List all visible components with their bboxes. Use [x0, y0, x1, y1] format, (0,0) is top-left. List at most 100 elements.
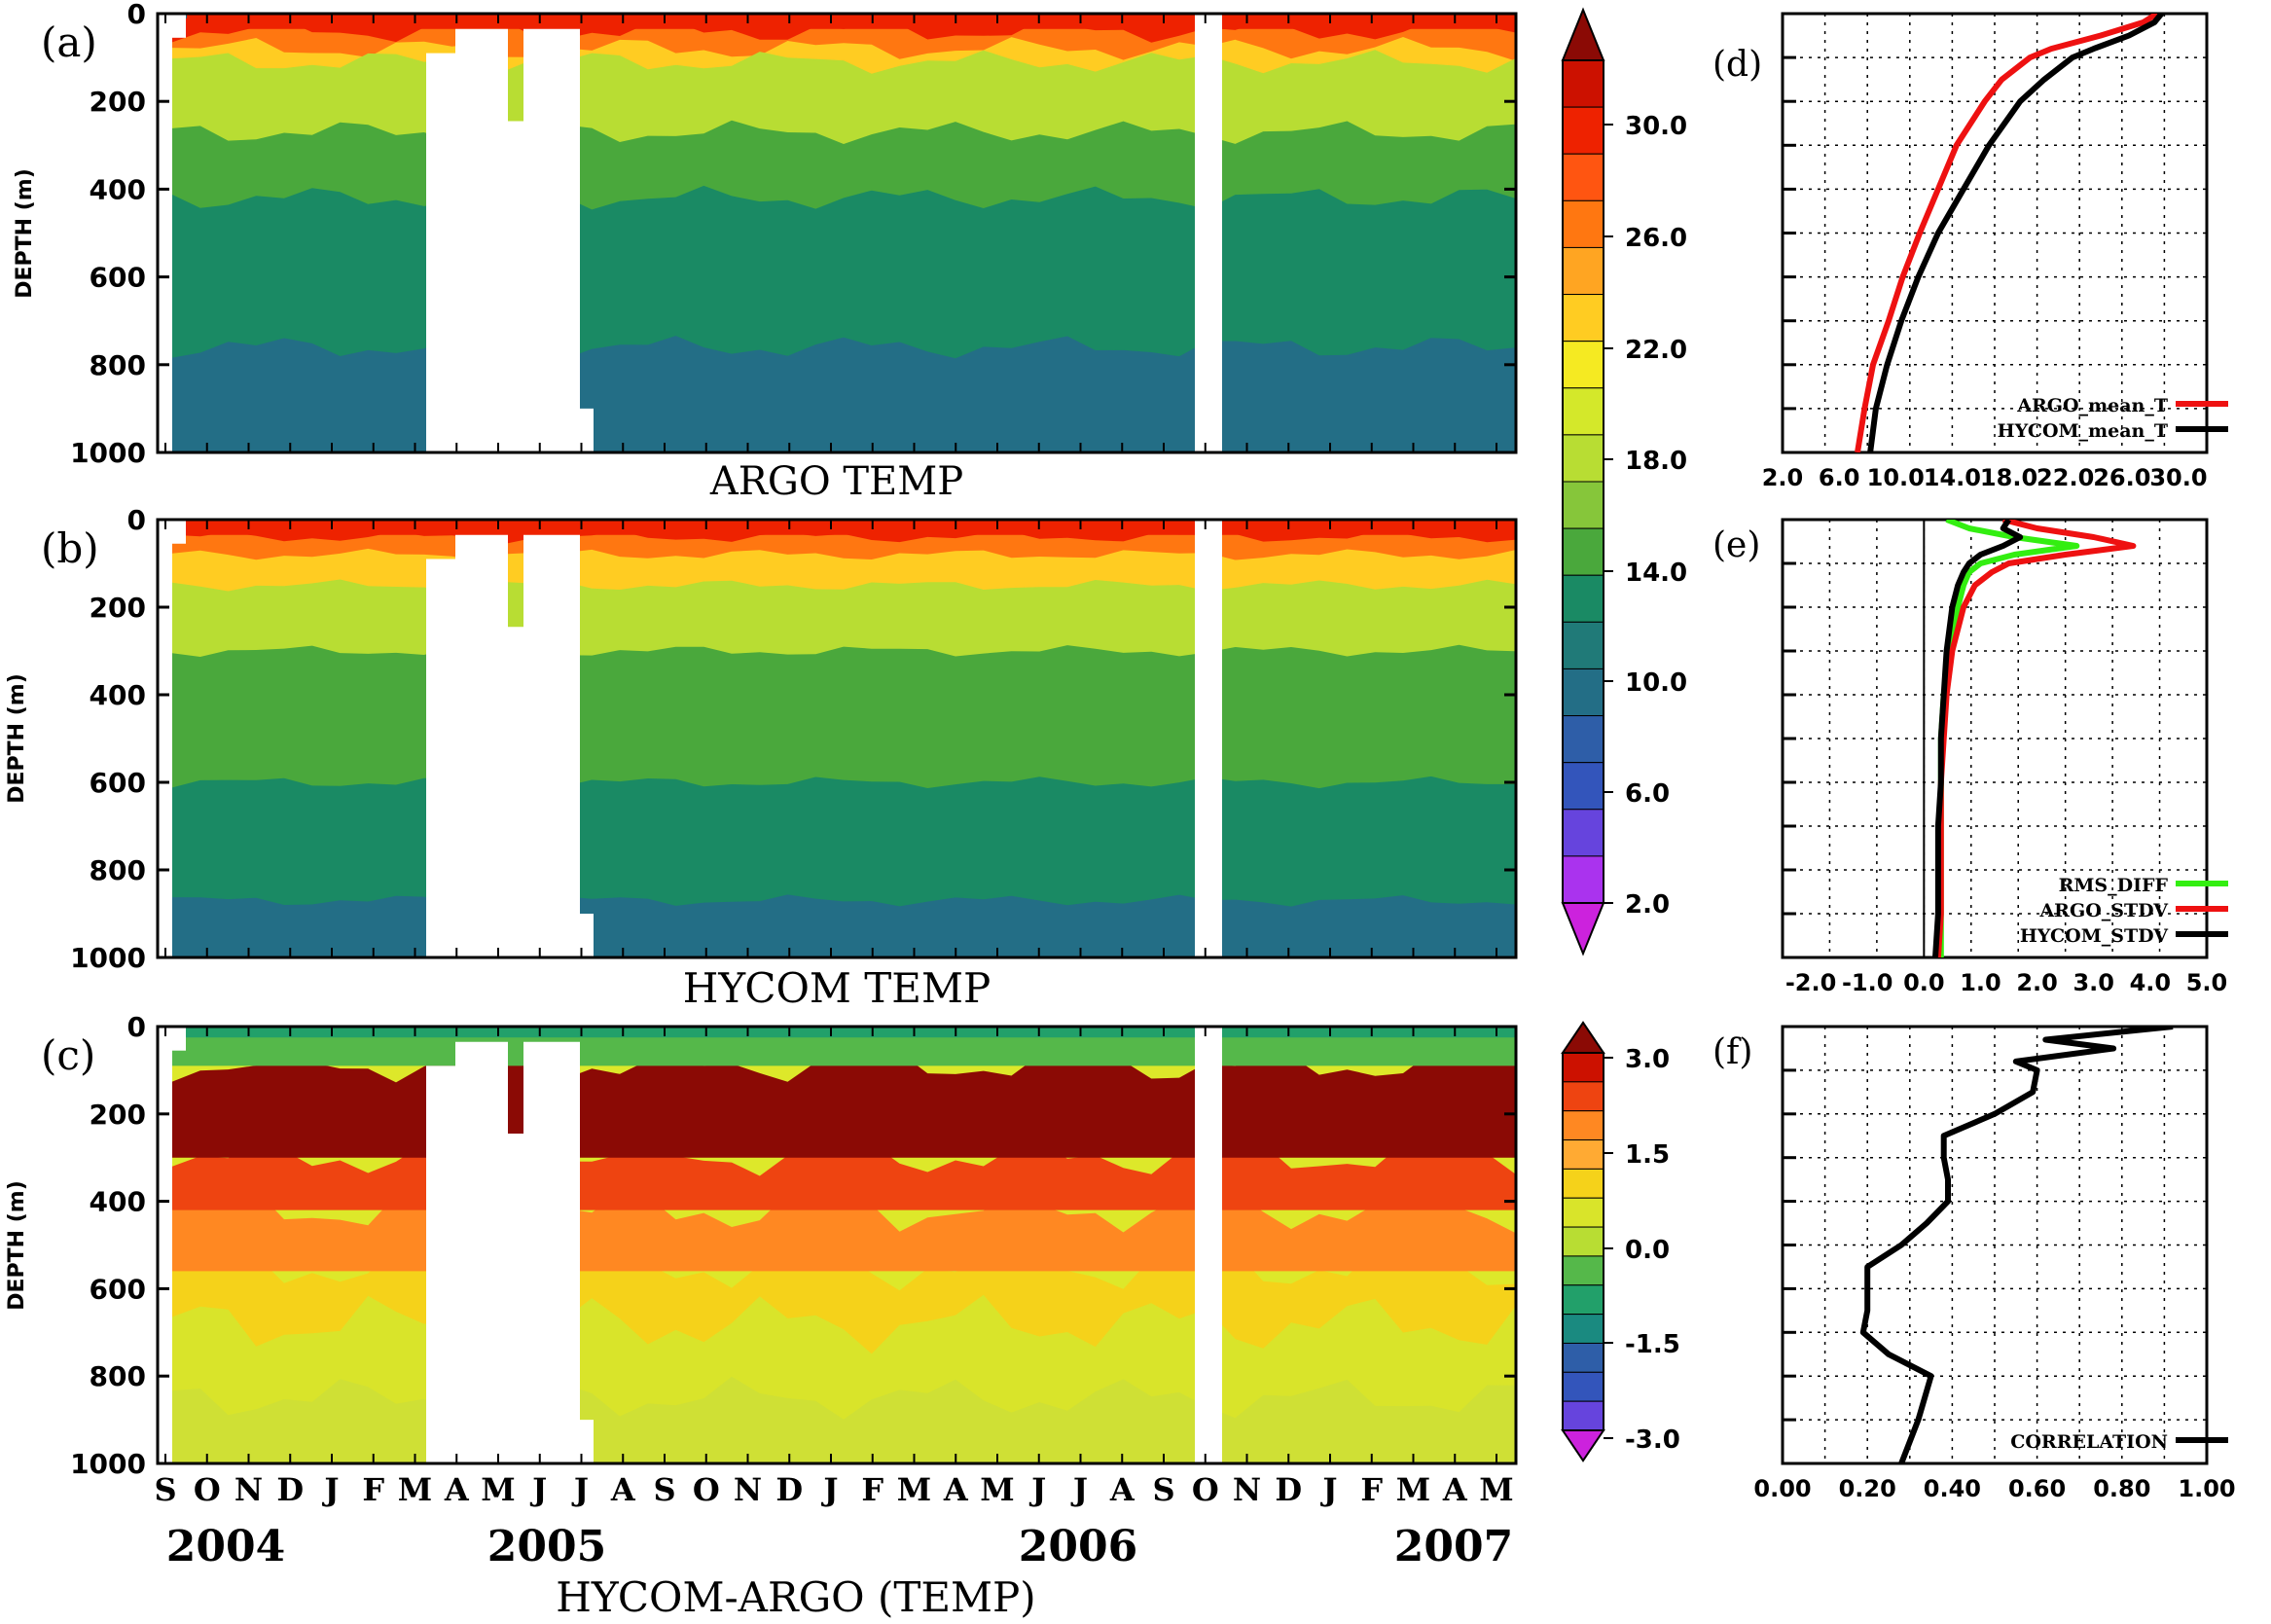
month-label-25: O [1192, 1471, 1219, 1508]
plot-frame [156, 1025, 1518, 1465]
depth-tick-label: 200 [90, 86, 146, 118]
profile-panels: 2.0 6.0 10.014.018.022.026.030.0 ARGO_mean_… [1753, 12, 2236, 1502]
month-label-12: S [653, 1471, 675, 1508]
diff-colorbar-bottom-arrow [1561, 1429, 1605, 1462]
xtick-label-0: -2.0 [1785, 969, 1836, 996]
depth-tick-label: 600 [90, 1273, 146, 1305]
xtick-label-7: 30.0 [2149, 464, 2207, 491]
temp-colorbar-label-0: 30.0 [1625, 112, 1687, 141]
month-label-29: F [1360, 1471, 1383, 1508]
month-label-27: D [1275, 1471, 1302, 1508]
xtick-label-2: 0.0 [1903, 969, 1945, 996]
month-label-7: A [444, 1471, 470, 1508]
year-label-2006: 2006 [1019, 1522, 1137, 1571]
left-margin [158, 14, 172, 452]
title-argo-temp: ARGO TEMP [709, 459, 963, 504]
diff-colorbar-segment-5 [1562, 1168, 1604, 1199]
diff-colorbar-segment-3 [1562, 1110, 1604, 1141]
month-label-16: J [820, 1471, 838, 1508]
depth-tick-label: 1000 [70, 942, 146, 974]
year-label-2005: 2005 [487, 1522, 606, 1571]
month-label-1: O [194, 1471, 221, 1508]
hycom-temp-contours [158, 520, 1515, 957]
depth-tick-label: 800 [90, 349, 146, 381]
month-label-17: F [861, 1471, 883, 1508]
temp-colorbar-frame [1562, 59, 1604, 904]
profile-series-group [1859, 1027, 2174, 1463]
argo-temp-contours [158, 14, 1515, 452]
legend-label-argo_stdv: ARGO_STDV [2038, 900, 2169, 921]
month-label-30: M [1396, 1471, 1430, 1508]
xtick-label-1: -1.0 [1842, 969, 1892, 996]
xtick-label-7: 5.0 [2186, 969, 2228, 996]
left-notch [172, 520, 186, 544]
month-label-31: A [1442, 1471, 1468, 1508]
diff-colorbar-segment-2 [1562, 1081, 1604, 1112]
month-label-5: F [362, 1471, 384, 1508]
month-label-15: D [775, 1471, 803, 1508]
profile-frame [1781, 518, 2209, 959]
series-correlation [1859, 1027, 2174, 1463]
xtick-label-1: 6.0 [1819, 464, 1860, 491]
temp-colorbar-segment-6 [1562, 294, 1604, 343]
depth-tick-label: 600 [90, 767, 146, 799]
diff-top [172, 1027, 1515, 1038]
diff-colorbar-segment-8 [1562, 1255, 1604, 1286]
diff-colorbar-segment-6 [1562, 1197, 1604, 1228]
temp-colorbar-label-1: 26.0 [1625, 224, 1687, 253]
temp-colorbar-segment-12 [1562, 574, 1604, 623]
temp-colorbar-segment-3 [1562, 153, 1604, 201]
legend-label-rms_diff: RMS_DIFF [2059, 875, 2169, 896]
ylabel-c: DEPTH (m) [5, 1180, 29, 1311]
colorbars: 30.0 26.0 22.0 18.0 14.0 10.0 6.0 2.0 3.0 1.5 0.0 -… [1561, 7, 1687, 1462]
series-hycom_mean_t [1867, 14, 2164, 452]
ylabel-b: DEPTH (m) [5, 673, 29, 804]
xtick-label-5: 1.00 [2178, 1475, 2235, 1502]
month-label-3: D [276, 1471, 304, 1508]
ylabel-a: DEPTH (m) [13, 168, 37, 299]
legend-label-hycom_mean_t: HYCOM_mean_T [1998, 420, 2168, 442]
temp-colorbar-segment-16 [1562, 762, 1604, 811]
month-label-32: M [1479, 1471, 1513, 1508]
legend-label-correlation: CORRELATION [2010, 1431, 2168, 1453]
diff-colorbar-frame [1562, 1052, 1604, 1431]
diff-colorbar-label-3: -1.5 [1625, 1330, 1680, 1359]
temp-colorbar-segment-13 [1562, 621, 1604, 669]
month-label-10: J [571, 1471, 589, 1508]
diff-colorbar-label-1: 1.5 [1625, 1140, 1670, 1170]
diff-colorbar-label-0: 3.0 [1625, 1045, 1670, 1074]
series-argo_mean_t [1855, 14, 2159, 452]
xtick-label-3: 14.0 [1924, 464, 1981, 491]
data-gap-2005 [426, 1041, 594, 1463]
left-notch [172, 14, 186, 38]
legend-label-hycom_stdv: HYCOM_STDV [2020, 925, 2169, 947]
series-hycom_stdv [1932, 520, 2024, 957]
xtick-label-6: 4.0 [2130, 969, 2172, 996]
diff-colorbar-top-arrow [1561, 1021, 1605, 1054]
month-label-0: S [154, 1471, 176, 1508]
temp-colorbar-segment-8 [1562, 387, 1604, 436]
plot-frame [156, 518, 1518, 959]
profile-frame [1781, 12, 2209, 454]
diff-colorbar-segment-11 [1562, 1342, 1604, 1373]
temp-colorbar-segment-7 [1562, 341, 1604, 389]
month-label-18: M [897, 1471, 931, 1508]
month-label-23: A [1109, 1471, 1136, 1508]
month-label-26: N [1233, 1471, 1261, 1508]
year-label-2004: 2004 [166, 1522, 285, 1571]
xtick-label-2: 0.40 [1924, 1475, 1981, 1502]
temp-colorbar-segment-5 [1562, 246, 1604, 296]
left-notch [172, 1027, 186, 1051]
temp-colorbar-label-2: 22.0 [1625, 336, 1687, 365]
left-margin [158, 1027, 172, 1463]
temp-colorbar-bottom-arrow [1561, 902, 1605, 956]
diff-colorbar-segment-7 [1562, 1226, 1604, 1257]
month-label-6: M [398, 1471, 432, 1508]
diff-colorbar-label-4: -3.0 [1625, 1426, 1680, 1455]
xtick-label-4: 0.80 [2093, 1475, 2150, 1502]
year-label-2007: 2007 [1394, 1522, 1513, 1571]
depth-tick-label: 200 [90, 1099, 146, 1131]
profile-series-group [1855, 14, 2164, 452]
temp-colorbar-segment-14 [1562, 668, 1604, 717]
depth-tick-label: 800 [90, 1360, 146, 1392]
